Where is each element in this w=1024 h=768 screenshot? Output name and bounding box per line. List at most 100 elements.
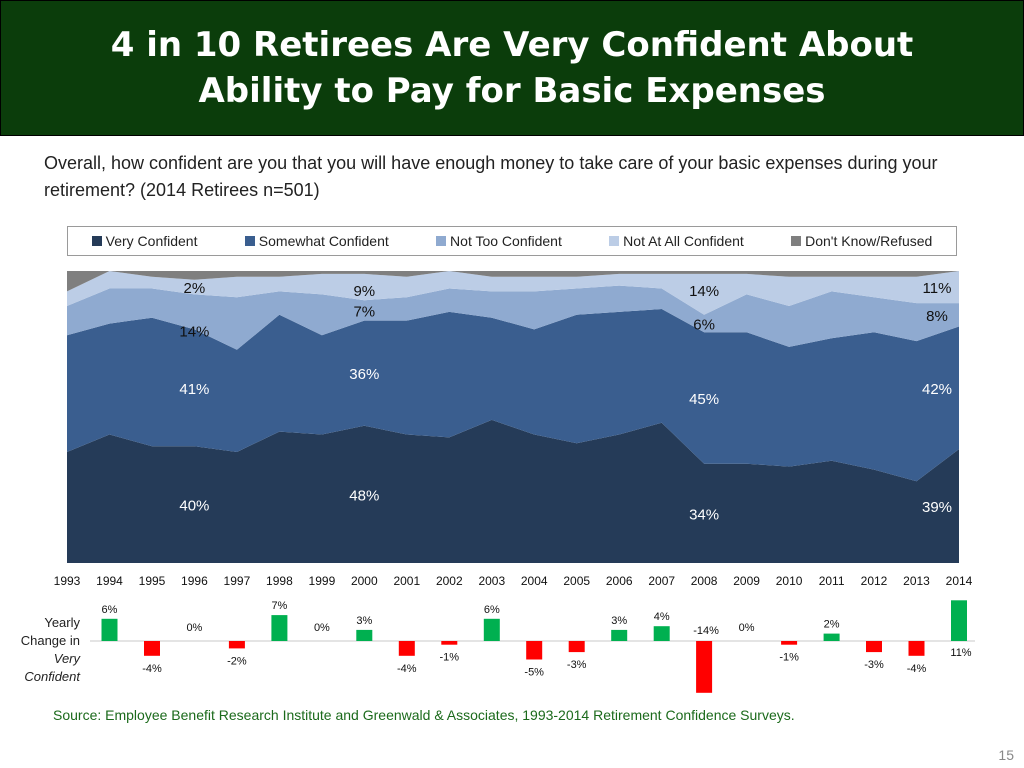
survey-question: Overall, how confident are you that you … xyxy=(44,153,938,200)
legend-swatch xyxy=(609,236,620,246)
area-not-at-all-confident xyxy=(67,271,959,315)
change-label-2004: -5% xyxy=(524,667,544,679)
change-bar-2011 xyxy=(823,633,840,641)
change-bar-2013 xyxy=(908,641,925,656)
year-label-2010: 2010 xyxy=(776,574,803,588)
area-don-t-know-refused xyxy=(67,271,959,292)
legend-item-don-t-know-refused: Don't Know/Refused xyxy=(791,233,932,249)
year-label-2014: 2014 xyxy=(946,574,973,588)
side-label-very: Very xyxy=(53,651,80,666)
change-bar-1994 xyxy=(101,618,118,641)
year-label-1999: 1999 xyxy=(309,574,336,588)
change-bar-2012 xyxy=(866,641,882,653)
legend-label: Don't Know/Refused xyxy=(805,233,933,249)
year-label-1994: 1994 xyxy=(96,574,123,588)
change-label-2010: -1% xyxy=(779,652,799,664)
chart-legend: Very Confident Somewhat Confident Not Too … xyxy=(67,226,957,256)
year-label-2006: 2006 xyxy=(606,574,633,588)
year-label-1996: 1996 xyxy=(181,574,208,588)
source-note: Source: Employee Benefit Research Instit… xyxy=(53,707,795,723)
change-label-1994: 6% xyxy=(102,604,118,616)
year-label-2009: 2009 xyxy=(733,574,760,588)
legend-swatch xyxy=(91,236,102,246)
side-label-yearly: Yearly xyxy=(44,615,80,630)
year-label-2011: 2011 xyxy=(819,574,845,588)
change-bar-2006 xyxy=(611,629,628,641)
area-label-somewhat-confident-2000: 36% xyxy=(349,366,379,383)
change-label-2008: -14% xyxy=(693,625,719,637)
legend-item-not-at-all-confident: Not At All Confident xyxy=(609,233,744,249)
change-label-2001: -4% xyxy=(397,663,417,675)
change-label-2012: -3% xyxy=(864,659,884,671)
year-label-2004: 2004 xyxy=(521,574,548,588)
change-bar-1998 xyxy=(271,615,288,641)
area-not-too-confident xyxy=(67,285,959,350)
change-label-1995: -4% xyxy=(142,663,162,675)
change-bar-1995 xyxy=(144,641,160,656)
year-label-1995: 1995 xyxy=(139,574,166,588)
legend-label: Not At All Confident xyxy=(623,233,744,249)
change-label-2005: -3% xyxy=(567,659,587,671)
slide-title: 4 in 10 Retirees Are Very Confident Abou… xyxy=(110,25,914,111)
area-label-not-too-confident-1996: 14% xyxy=(179,323,209,340)
change-label-1997: -2% xyxy=(227,655,247,667)
legend-label: Not Too Confident xyxy=(450,233,562,249)
change-label-2013: -4% xyxy=(907,663,927,675)
area-label-somewhat-confident-1996: 41% xyxy=(179,381,209,398)
area-label-very-confident-2000: 48% xyxy=(349,487,379,504)
year-label-2002: 2002 xyxy=(436,574,463,588)
year-label-1993: 1993 xyxy=(54,574,81,588)
area-label-very-confident-2008: 34% xyxy=(689,506,719,523)
change-bar-2005 xyxy=(568,641,585,653)
legend-label: Somewhat Confident xyxy=(258,233,389,249)
change-bar-2003 xyxy=(483,618,500,641)
area-label-very-confident-2014: 39% xyxy=(922,499,952,516)
year-label-2012: 2012 xyxy=(861,574,888,588)
page-number: 15 xyxy=(998,747,1014,763)
change-bar-2014 xyxy=(951,600,967,641)
title-bar: 4 in 10 Retirees Are Very Confident Abou… xyxy=(0,0,1024,136)
legend-item-very-confident: Very Confident xyxy=(91,233,198,249)
change-bar-2000 xyxy=(356,629,373,641)
change-bar-1997 xyxy=(228,641,245,649)
area-label-not-at-all-confident-2000: 9% xyxy=(353,283,375,300)
legend-swatch xyxy=(436,236,447,246)
side-label-confident: Confident xyxy=(24,669,80,684)
legend-item-not-too-confident: Not Too Confident xyxy=(436,233,562,249)
area-very-confident xyxy=(67,419,959,563)
change-bar-2007 xyxy=(653,626,670,641)
change-label-2009: 0% xyxy=(739,622,755,634)
year-label-2003: 2003 xyxy=(478,574,505,588)
area-label-not-at-all-confident-2014: 11% xyxy=(923,280,952,297)
change-bar-2010 xyxy=(781,641,798,645)
area-somewhat-confident xyxy=(67,309,959,482)
year-label-1997: 1997 xyxy=(224,574,251,588)
legend-swatch xyxy=(244,236,255,246)
year-label-2000: 2000 xyxy=(351,574,378,588)
change-label-2007: 4% xyxy=(654,611,670,623)
year-label-2001: 2001 xyxy=(393,574,420,588)
change-bar-2002 xyxy=(441,641,458,645)
legend-label: Very Confident xyxy=(105,233,198,249)
change-label-2003: 6% xyxy=(484,604,500,616)
area-label-not-too-confident-2014: 8% xyxy=(926,308,948,325)
change-label-2006: 3% xyxy=(611,615,627,627)
year-label-2008: 2008 xyxy=(691,574,718,588)
legend-swatch xyxy=(791,236,802,246)
area-label-don-t-know-refused-1996: 2% xyxy=(184,280,206,297)
area-label-not-too-confident-2008: 6% xyxy=(693,317,715,334)
legend-item-somewhat-confident: Somewhat Confident xyxy=(244,233,389,249)
change-label-1998: 7% xyxy=(271,600,287,612)
area-label-very-confident-1996: 40% xyxy=(179,498,209,515)
change-label-2014: 11% xyxy=(950,647,971,659)
change-label-2000: 3% xyxy=(356,615,372,627)
chart: 40% 41% 14% 2% 48% 36% 7% 9% 34% 45% 6% 14% 39% 42% 8%… xyxy=(54,271,975,693)
change-label-1996: 0% xyxy=(186,622,202,634)
change-label-2011: 2% xyxy=(824,619,840,631)
area-label-not-at-all-confident-2008: 14% xyxy=(689,283,719,300)
change-bar-2008 xyxy=(696,641,713,693)
area-label-somewhat-confident-2014: 42% xyxy=(922,381,952,398)
change-bar-2004 xyxy=(526,641,543,660)
year-label-2005: 2005 xyxy=(563,574,590,588)
change-label-1999: 0% xyxy=(314,622,330,634)
